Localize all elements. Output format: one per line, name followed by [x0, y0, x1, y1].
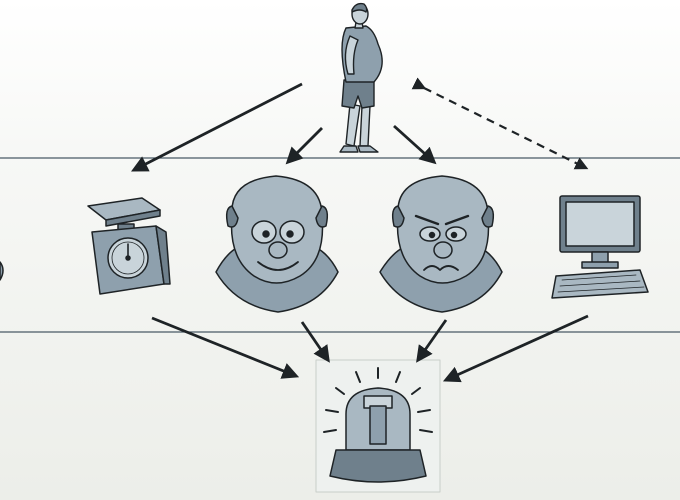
edge-computer-to-alarm — [442, 314, 589, 383]
edge-scale-to-alarm — [151, 316, 300, 379]
edge-person-computer-dashed — [411, 77, 589, 170]
alarm-beacon-icon — [315, 359, 441, 493]
edge-person-to-scale — [131, 82, 303, 172]
cropped-figure-edge — [0, 261, 4, 281]
smiling-man-face-icon — [215, 175, 339, 313]
edge-happy-face-to-alarm — [300, 321, 330, 363]
edge-person-to-worried-face — [393, 124, 437, 165]
overweight-person-icon — [339, 2, 383, 153]
kitchen-scale-icon — [87, 197, 171, 295]
edge-person-to-happy-face — [285, 127, 323, 165]
edge-worried-face-to-alarm — [416, 319, 448, 363]
desktop-computer-icon — [551, 195, 649, 299]
frowning-man-face-icon — [379, 175, 503, 313]
